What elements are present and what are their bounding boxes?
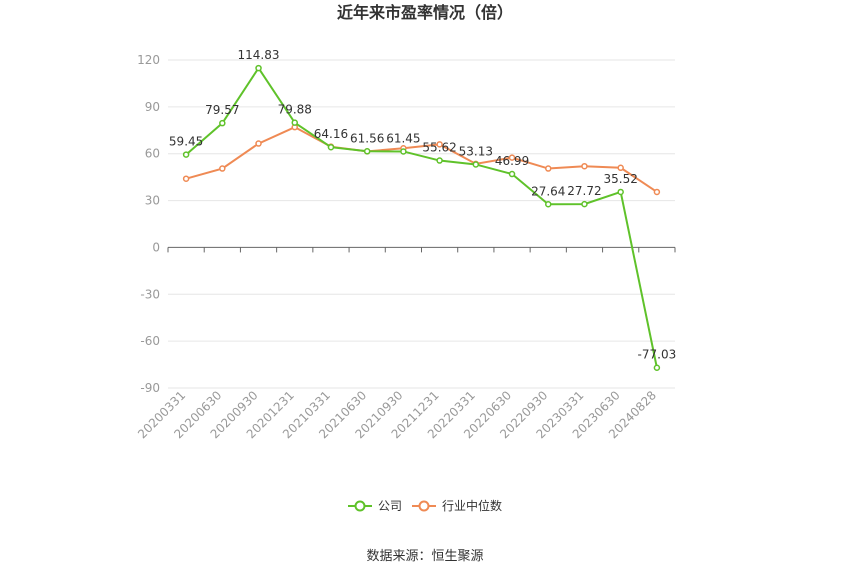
data-point[interactable] — [400, 148, 407, 155]
data-label: 35.52 — [603, 172, 637, 186]
data-label: -77.03 — [638, 348, 677, 362]
data-point[interactable] — [436, 141, 443, 148]
data-label: 46.99 — [495, 154, 529, 168]
data-label: 27.64 — [531, 184, 565, 198]
legend-item-1[interactable]: 行业中位数 — [412, 498, 502, 513]
data-point[interactable] — [219, 165, 226, 172]
y-tick-label: -90 — [140, 381, 160, 395]
y-tick-label: 30 — [145, 194, 160, 208]
y-tick-label: -60 — [140, 334, 160, 348]
legend-label: 公司 — [378, 499, 402, 513]
data-point[interactable] — [327, 143, 335, 151]
data-point[interactable] — [581, 162, 588, 170]
data-point[interactable] — [508, 170, 516, 178]
x-axis: 2020033120200630202009302020123120210331… — [135, 246, 676, 441]
data-point[interactable] — [508, 154, 516, 161]
y-tick-label: 60 — [145, 147, 160, 161]
legend-marker — [354, 500, 366, 512]
data-point[interactable] — [182, 151, 190, 158]
data-point[interactable] — [291, 119, 298, 126]
series-line-0 — [185, 66, 658, 368]
series-line-1 — [185, 126, 658, 193]
source-note: 数据来源：恒生聚源 — [366, 549, 483, 564]
legend-marker — [418, 500, 430, 512]
data-point[interactable] — [653, 364, 661, 371]
grid — [168, 59, 675, 389]
data-label: 61.56 — [350, 131, 384, 145]
data-point[interactable] — [363, 148, 371, 155]
data-point[interactable] — [436, 157, 443, 164]
y-tick-label: 0 — [152, 240, 160, 254]
data-point[interactable] — [219, 119, 226, 127]
legend-item-0[interactable]: 公司 — [348, 499, 402, 513]
data-label: 114.83 — [238, 48, 280, 62]
chart-title: 近年来市盈率情况（倍） — [337, 3, 513, 22]
data-label: 79.88 — [278, 103, 312, 117]
data-point[interactable] — [182, 175, 190, 182]
data-label: 59.45 — [169, 135, 203, 149]
data-point[interactable] — [617, 164, 624, 172]
data-point[interactable] — [545, 165, 552, 172]
data-point[interactable] — [581, 200, 588, 208]
data-label: 79.57 — [205, 103, 239, 117]
data-label: 64.16 — [314, 127, 348, 141]
data-point[interactable] — [617, 188, 624, 196]
y-tick-label: 90 — [145, 100, 160, 114]
data-label: 27.72 — [567, 184, 601, 198]
y-tick-label: 120 — [137, 53, 160, 67]
data-point[interactable] — [545, 201, 552, 208]
data-label: 61.45 — [386, 131, 420, 145]
legend-label: 行业中位数 — [442, 498, 502, 513]
data-point[interactable] — [653, 188, 661, 196]
legend[interactable]: 公司 行业中位数 — [348, 498, 502, 513]
data-label: 55.62 — [422, 141, 456, 155]
data-label: 53.13 — [459, 144, 493, 158]
data-point[interactable] — [255, 140, 262, 147]
y-tick-label: -30 — [140, 287, 160, 301]
y-axis: 120 90 60 30 0 -30 -60 -90 — [137, 53, 160, 395]
data-point[interactable] — [255, 64, 262, 72]
data-point[interactable] — [472, 161, 480, 168]
